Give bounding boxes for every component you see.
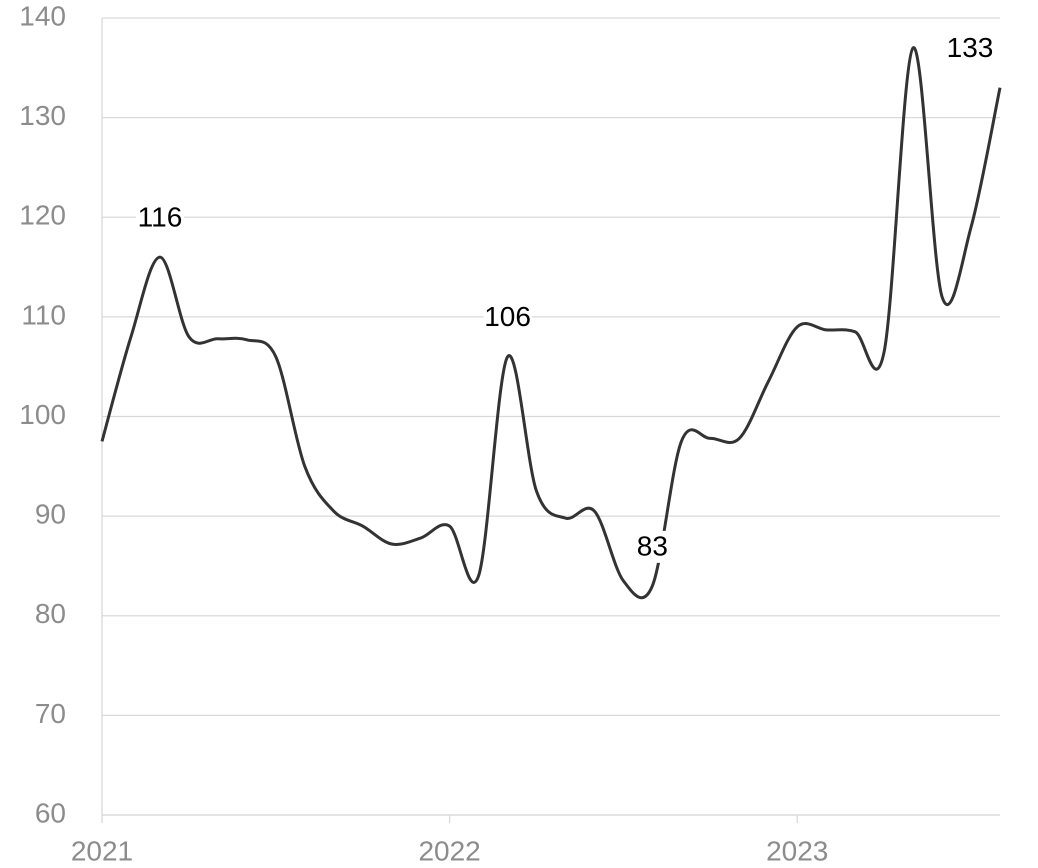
data-label-bg: [946, 32, 994, 65]
data-label-bg: [628, 530, 677, 563]
y-tick-label: 90: [35, 499, 66, 530]
y-tick-label: 140: [19, 0, 66, 31]
line: [100, 46, 1002, 600]
y-tick-label: 120: [19, 200, 66, 231]
data-label-bg: [135, 202, 184, 235]
x-tick-label: 2022: [418, 835, 480, 866]
x-tick-label: 2021: [71, 835, 133, 866]
data-label: 116: [138, 201, 183, 232]
y-tick-label: 60: [35, 797, 66, 828]
y-tick-label: 100: [19, 399, 66, 430]
y-tick-label: 130: [19, 100, 66, 131]
data-label: 133: [947, 32, 994, 63]
data-label: 106: [484, 301, 531, 332]
y-tick-label: 110: [21, 299, 66, 330]
data-label: 83: [637, 530, 668, 561]
data-label-bg: [483, 301, 532, 334]
x-tick-label: 2023: [766, 835, 828, 866]
y-tick-label: 80: [35, 598, 66, 629]
y-tick-label: 70: [35, 698, 66, 729]
